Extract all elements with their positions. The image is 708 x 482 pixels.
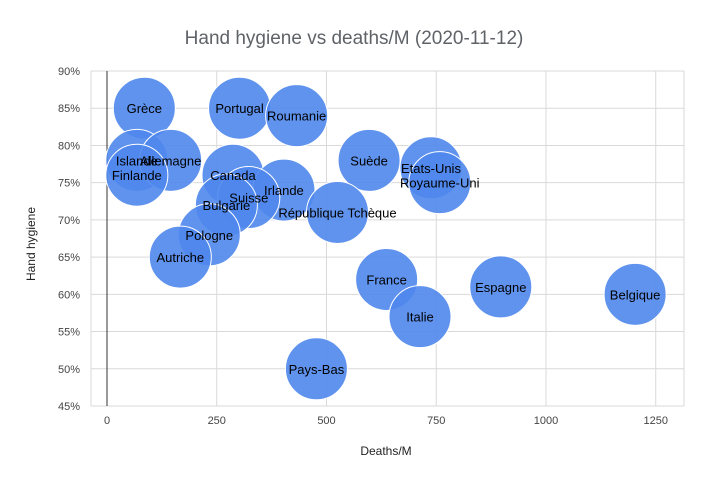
bubble-label: Finlande: [112, 168, 162, 183]
x-tick-label: 250: [208, 415, 226, 427]
bubble-point: [337, 128, 401, 192]
bubble-point: [408, 151, 472, 215]
bubble-point: [603, 262, 667, 326]
bubble-point: [388, 285, 452, 349]
bubble-label: Canada: [210, 168, 256, 183]
bubble-point: [284, 337, 348, 401]
bubble-label: Espagne: [475, 280, 526, 295]
y-tick-label: 55%: [58, 327, 80, 339]
bubbles: [105, 76, 667, 401]
x-tick-label: 1250: [644, 415, 668, 427]
bubble-point: [105, 143, 169, 207]
bubble-point: [148, 225, 212, 289]
bubble-label: Allemagne: [140, 153, 201, 168]
bubble-label: Pays-Bas: [289, 362, 345, 377]
y-tick-label: 45%: [58, 401, 80, 413]
y-tick-label: 80%: [58, 140, 80, 152]
bubble-label: Belgique: [610, 287, 661, 302]
bubble-label: Suisse: [229, 191, 268, 206]
y-tick-label: 65%: [58, 252, 80, 264]
bubble-label: République Tchèque: [278, 205, 396, 220]
y-tick-label: 60%: [58, 289, 80, 301]
x-tick-label: 750: [427, 415, 445, 427]
bubble-label: Islande: [116, 153, 158, 168]
x-tick-label: 0: [104, 415, 110, 427]
bubble-label: Italie: [406, 310, 433, 325]
y-tick-label: 50%: [58, 364, 80, 376]
x-axis-ticks: 0 250 500 750 1000 1250: [104, 415, 668, 427]
y-tick-label: 90%: [58, 66, 80, 78]
y-tick-label: 75%: [58, 178, 80, 190]
bubble-label: Autriche: [156, 250, 204, 265]
bubble-label: Suède: [350, 153, 388, 168]
bubble-label: Royaume-Uni: [400, 176, 480, 191]
y-axis-title: Hand hygiene: [24, 207, 38, 281]
y-axis-ticks: 45% 50% 55% 60% 65% 70% 75% 80% 85% 90%: [58, 66, 80, 413]
bubble-labels: Grèce Portugal Roumanie IslandeAllemagneFin…: [112, 101, 661, 377]
x-tick-label: 500: [317, 415, 335, 427]
bubble-label: Grèce: [127, 101, 162, 116]
x-tick-label: 1000: [534, 415, 558, 427]
bubble-point: [305, 180, 369, 244]
bubble-label: Pologne: [185, 228, 233, 243]
x-axis-title: Deaths/M: [360, 444, 411, 458]
bubble-label: France: [366, 272, 406, 287]
y-tick-label: 85%: [58, 103, 80, 115]
bubble-point: [265, 84, 329, 148]
bubble-label: Portugal: [215, 101, 264, 116]
bubble-label: Irlande: [264, 183, 304, 198]
y-tick-label: 70%: [58, 215, 80, 227]
chart-title: Hand hygiene vs deaths/M (2020-11-12): [185, 28, 524, 49]
bubble-label: Etats-Unis: [401, 161, 461, 176]
bubble-label: Bulgarie: [203, 198, 251, 213]
bubble-point: [469, 255, 533, 319]
bubble-label: Roumanie: [267, 109, 326, 124]
